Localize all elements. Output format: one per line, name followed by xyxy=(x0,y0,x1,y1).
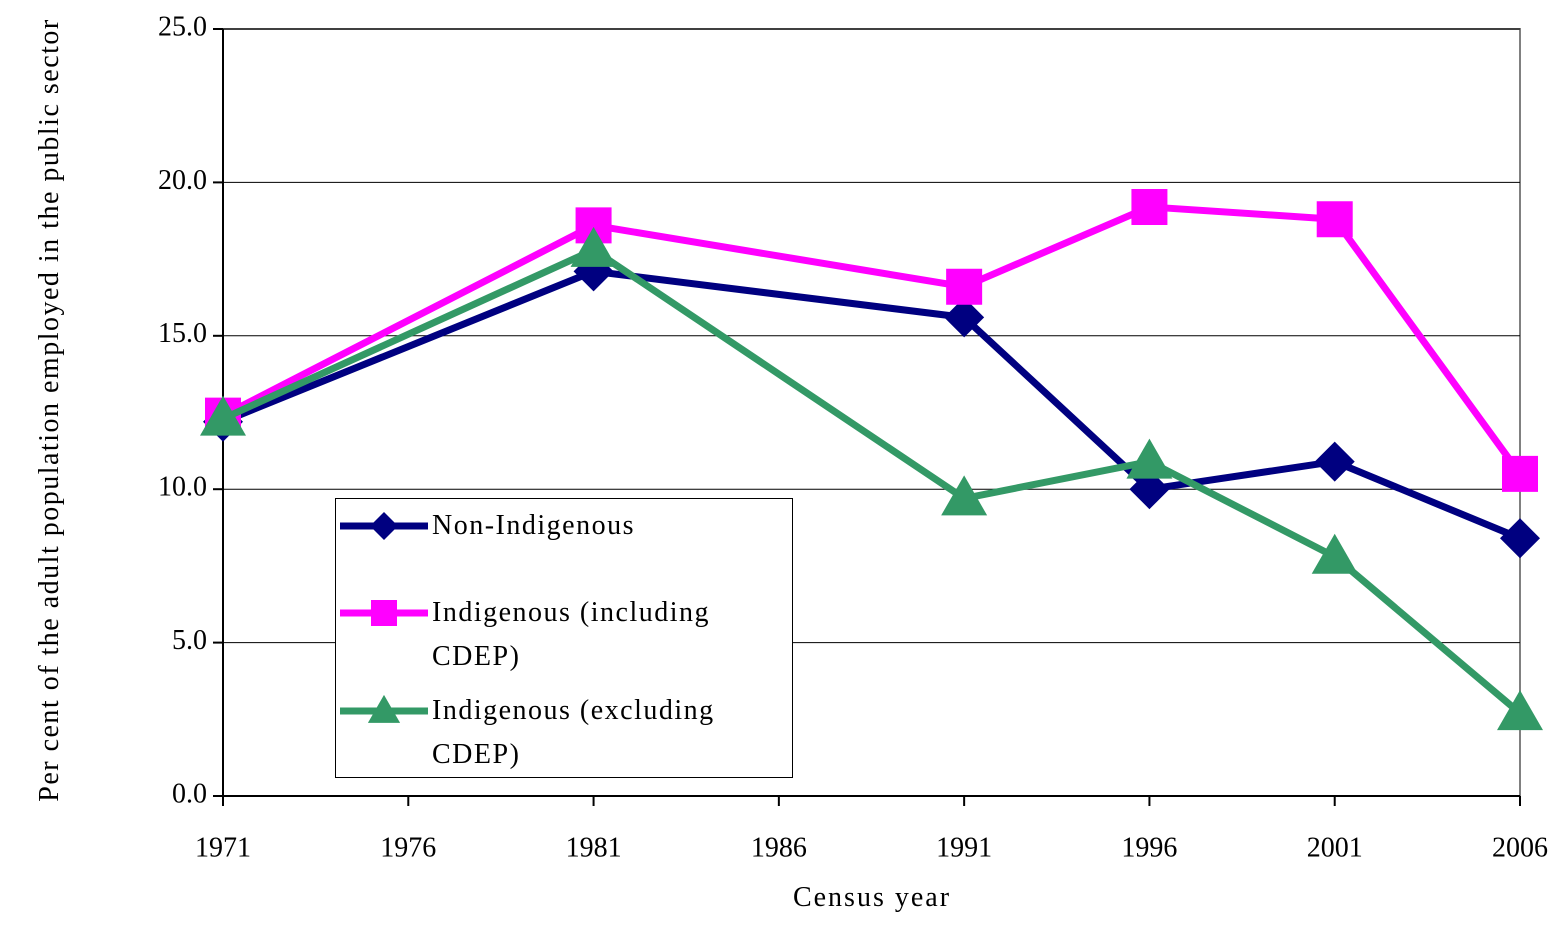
marker xyxy=(1314,441,1355,482)
y-tick-label: 25.0 xyxy=(158,11,207,42)
line xyxy=(221,246,1523,716)
marker xyxy=(1129,469,1170,510)
x-tick-label: 2001 xyxy=(1307,832,1363,863)
legend-label: Indigenous (including CDEP) xyxy=(432,597,711,672)
marker xyxy=(1311,533,1358,574)
x-tick-label: 1971 xyxy=(195,832,251,863)
legend-item: Indigenous (including CDEP) xyxy=(336,591,792,679)
marker xyxy=(570,226,617,267)
y-axis-title: Per cent of the adult population employe… xyxy=(34,18,65,802)
marker xyxy=(1497,690,1543,731)
y-tick-label: 0.0 xyxy=(172,778,207,809)
legend-item: Non-Indigenous xyxy=(336,504,792,548)
marker xyxy=(946,268,983,305)
y-tick-label: 5.0 xyxy=(172,625,207,656)
x-tick-label: 1986 xyxy=(751,832,807,863)
marker xyxy=(200,395,246,436)
y-tick-label: 20.0 xyxy=(158,165,207,196)
marker xyxy=(370,512,398,540)
x-tick-label: 1976 xyxy=(380,832,436,863)
legend-item: Indigenous (excluding CDEP) xyxy=(336,689,792,777)
legend-symbol xyxy=(340,512,428,540)
legend: Non-Indigenous Indigenous (including CDEP… xyxy=(335,498,793,778)
legend-label: Indigenous (excluding CDEP) xyxy=(432,695,715,770)
x-tick-label: 1991 xyxy=(936,832,992,863)
legend-symbol xyxy=(340,600,428,626)
marker xyxy=(1316,201,1353,238)
marker xyxy=(1131,188,1168,225)
line xyxy=(221,267,1522,542)
marker xyxy=(367,694,401,723)
y-tick-label: 10.0 xyxy=(158,472,207,503)
legend-label: Non-Indigenous xyxy=(432,510,635,541)
marker xyxy=(944,297,985,338)
marker xyxy=(1500,518,1540,559)
y-tick-label: 15.0 xyxy=(158,318,207,349)
marker xyxy=(941,475,988,516)
legend-symbol xyxy=(340,694,428,723)
marker xyxy=(1502,455,1538,492)
line xyxy=(221,203,1523,476)
marker xyxy=(371,600,397,626)
x-tick-label: 1981 xyxy=(566,832,622,863)
marker xyxy=(1126,438,1173,479)
x-axis-title: Census year xyxy=(792,882,952,913)
marker xyxy=(575,207,612,244)
x-tick-label: 2006 xyxy=(1492,832,1548,863)
x-tick-label: 1996 xyxy=(1121,832,1177,863)
